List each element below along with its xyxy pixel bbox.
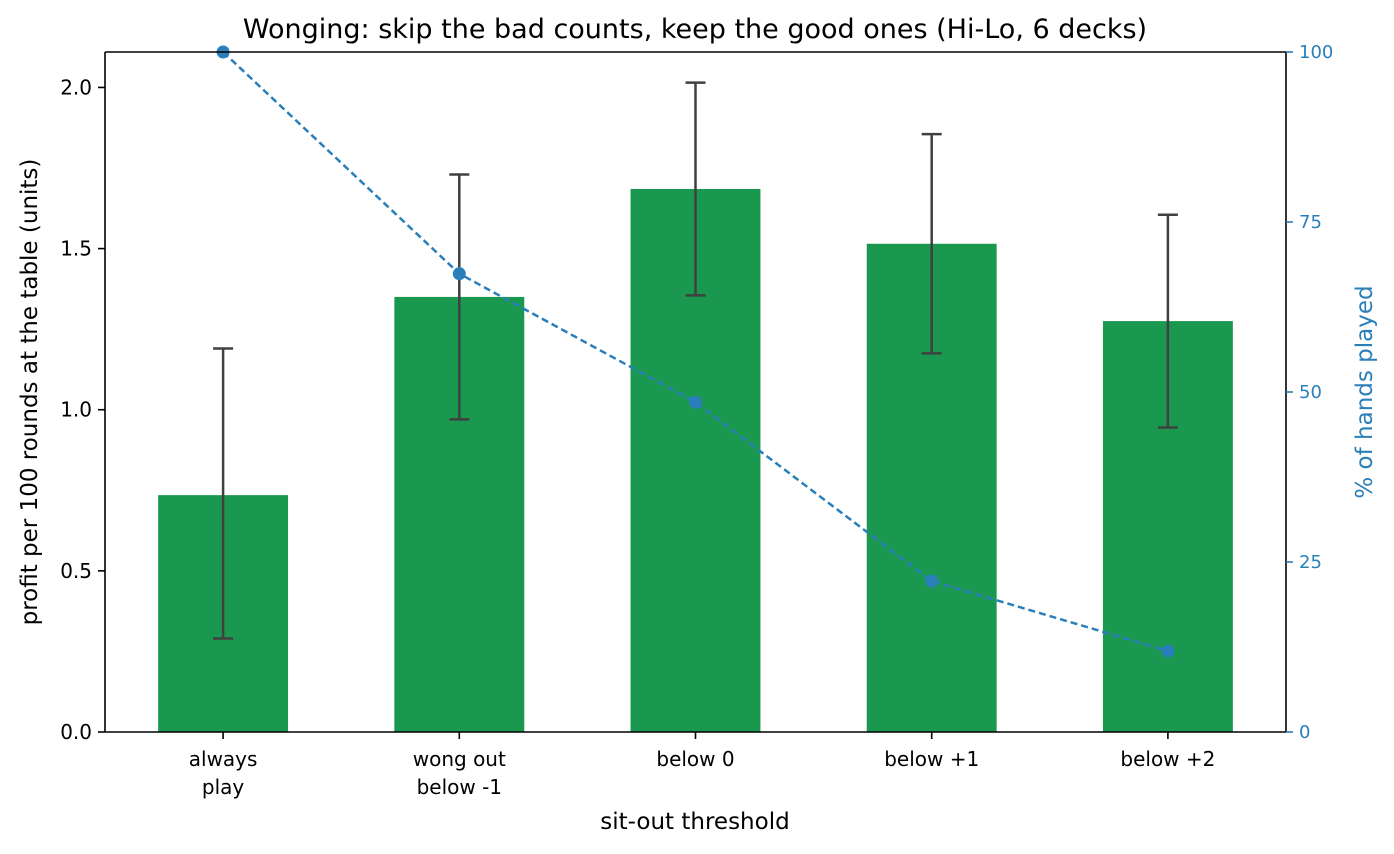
line-point — [925, 574, 939, 588]
x-tick-label: below +2 — [1120, 747, 1215, 771]
y-tick-label: 1.5 — [60, 237, 92, 261]
plot-area: 0.0 0.5 1.0 1.5 2.0 0 25 50 75 100 always play wong … — [60, 42, 1333, 799]
line-point — [452, 267, 466, 281]
x-tick-label: always — [189, 747, 258, 771]
line-point — [1161, 644, 1175, 658]
line-point — [689, 395, 702, 409]
y-tick-label: 1.0 — [60, 398, 92, 422]
x-tick-label: below +1 — [884, 747, 979, 771]
x-tick-label: wong out — [413, 747, 506, 771]
y2-tick-label: 50 — [1299, 382, 1322, 403]
y-axis-label: profit per 100 rounds at the table (unit… — [17, 159, 43, 626]
chart-title: Wonging: skip the bad counts, keep the g… — [243, 14, 1147, 45]
y2-tick-label: 0 — [1299, 722, 1310, 743]
x-axis-label: sit-out threshold — [600, 809, 789, 835]
x-tick-label: below 0 — [656, 747, 734, 771]
y-tick-label: 0.5 — [60, 559, 92, 583]
series-line — [222, 51, 1169, 653]
y-tick-label: 2.0 — [60, 75, 92, 99]
x-tick-label: below -1 — [417, 775, 502, 799]
y2-tick-label: 25 — [1299, 552, 1322, 573]
y2-tick-label: 100 — [1299, 42, 1333, 63]
x-tick-label: play — [202, 775, 245, 799]
y2-axis-label: % of hands played — [1352, 285, 1378, 498]
y-tick-label: 0.0 — [60, 720, 92, 744]
y2-tick-label: 75 — [1299, 212, 1322, 233]
